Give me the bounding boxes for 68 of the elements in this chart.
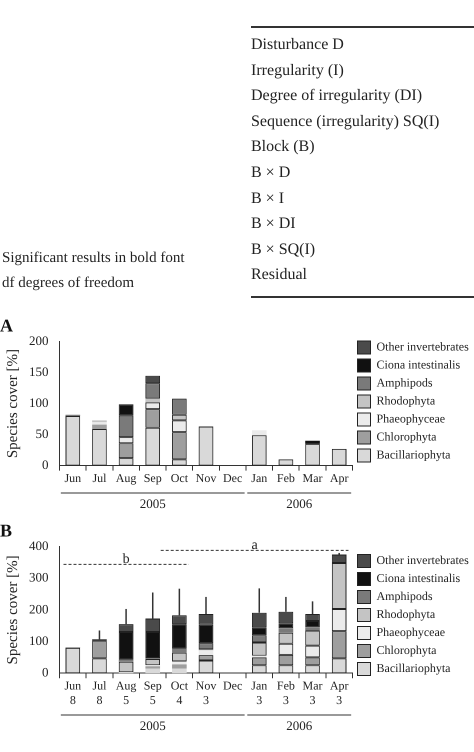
legend-label: Chlorophyta bbox=[376, 643, 438, 658]
text: B × I bbox=[251, 190, 284, 208]
y-tick-label: 200 bbox=[29, 333, 48, 348]
text: B × SQ(I) bbox=[251, 240, 316, 259]
x-tick-label: Jun 8 bbox=[64, 678, 82, 707]
text: B × DI bbox=[251, 215, 296, 234]
x-tick-label: Dec bbox=[222, 678, 242, 693]
legend-label: Phaeophyceae bbox=[376, 412, 446, 426]
x-tick-label: Oct 4 bbox=[170, 678, 189, 707]
y-tick-label: 100 bbox=[29, 395, 48, 410]
x-tick-label: Aug bbox=[116, 470, 136, 485]
annotation: a bbox=[252, 538, 258, 554]
annotation: b bbox=[122, 552, 130, 567]
x-tick-label: Nov 3 bbox=[196, 678, 216, 707]
text: Block (B) bbox=[251, 138, 315, 156]
x-tick-label: Apr bbox=[330, 470, 349, 485]
y-axis-title: Species cover [%] bbox=[4, 555, 21, 664]
x-tick-label: Jan 3 bbox=[251, 678, 268, 707]
text: Significant results in bold font bbox=[2, 250, 184, 267]
legend-label: Ciona intestinalis bbox=[376, 358, 460, 372]
legend-label: Chlorophyta bbox=[376, 430, 438, 444]
legend-label: Phaeophyceae bbox=[376, 625, 446, 640]
y-tick-label: 300 bbox=[29, 570, 48, 585]
x-tick-label: Jan bbox=[251, 470, 268, 485]
x-tick-label: Sep 5 bbox=[144, 678, 162, 707]
y-tick-label: 50 bbox=[36, 426, 48, 442]
text: 2006 bbox=[286, 718, 313, 733]
y-axis-title: Species cover [%] bbox=[4, 349, 21, 458]
y-tick-label: 0 bbox=[42, 664, 48, 680]
x-tick-label: Mar 3 bbox=[302, 678, 323, 707]
legend-label: Amphipods bbox=[376, 376, 433, 390]
y-tick-label: 150 bbox=[29, 364, 48, 380]
legend-label: Rhodophyta bbox=[376, 607, 436, 622]
x-tick-label: Feb bbox=[276, 470, 295, 485]
x-tick-label: Aug 5 bbox=[116, 678, 136, 707]
legend-label: Ciona intestinalis bbox=[376, 571, 460, 586]
y-tick-label: 200 bbox=[29, 601, 48, 616]
text: Disturbance D bbox=[251, 36, 344, 54]
text: Irregularity (I) bbox=[251, 62, 344, 80]
legend-label: Rhodophyta bbox=[376, 394, 436, 408]
legend-label: Amphipods bbox=[376, 589, 433, 604]
legend-label: Other invertebrates bbox=[376, 340, 470, 354]
text: df degrees of freedom bbox=[2, 275, 134, 292]
x-tick-label: Sep bbox=[144, 470, 162, 485]
text: 2005 bbox=[140, 718, 166, 733]
text: Sequence (irregularity) SQ(I) bbox=[251, 112, 440, 131]
x-tick-label: Oct bbox=[170, 470, 189, 485]
text: 2006 bbox=[286, 496, 313, 511]
y-tick-label: 400 bbox=[29, 538, 48, 554]
text: Degree of irregularity (DI) bbox=[251, 87, 422, 106]
x-tick-label: Feb 3 bbox=[276, 678, 295, 707]
legend-label: Bacillariophyta bbox=[376, 448, 452, 462]
x-tick-label: Nov bbox=[196, 470, 216, 485]
legend-label: Other invertebrates bbox=[376, 553, 470, 568]
legend-label: Bacillariophyta bbox=[376, 661, 452, 676]
x-tick-label: Jul bbox=[92, 470, 108, 485]
x-tick-label: Jun bbox=[64, 470, 82, 485]
text: 2005 bbox=[140, 496, 166, 511]
text: B × D bbox=[251, 164, 290, 182]
text: Residual bbox=[251, 266, 307, 284]
x-tick-label: Mar bbox=[302, 470, 323, 485]
y-tick-label: 100 bbox=[29, 632, 48, 648]
x-tick-label: Apr 3 bbox=[330, 678, 349, 707]
x-tick-label: Jul 8 bbox=[92, 678, 108, 707]
x-tick-label: Dec bbox=[222, 470, 242, 485]
chart-title: A bbox=[0, 315, 13, 336]
y-tick-label: 0 bbox=[42, 457, 48, 472]
chart-title: B bbox=[0, 520, 12, 540]
